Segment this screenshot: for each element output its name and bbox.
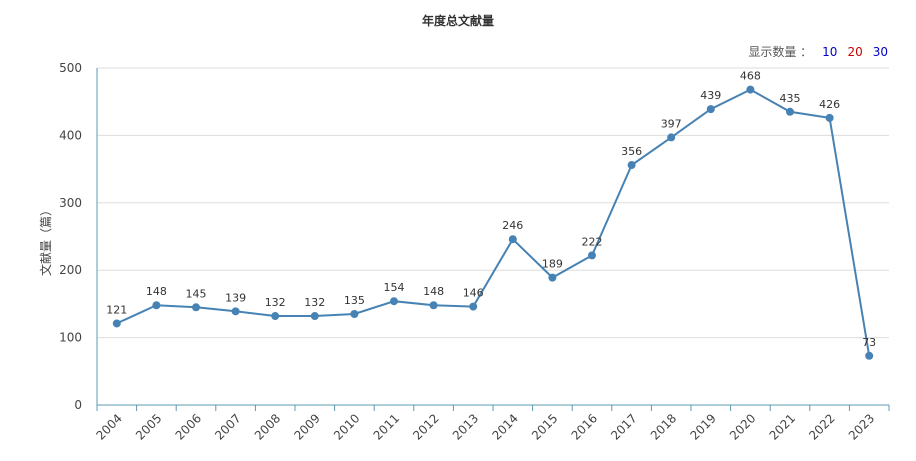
x-tick-label: 2019 (687, 411, 718, 442)
display-count-label: 显示数量 ： (748, 45, 813, 59)
data-point[interactable] (508, 235, 517, 244)
data-label: 145 (186, 287, 207, 300)
data-point[interactable] (706, 105, 715, 114)
x-tick-label: 2014 (489, 411, 520, 442)
data-point[interactable] (429, 301, 438, 310)
y-tick-label: 100 (59, 331, 82, 345)
data-label: 468 (740, 70, 761, 83)
data-point[interactable] (667, 133, 676, 142)
display-count-option-30[interactable]: 30 (872, 44, 888, 59)
display-count-option-20[interactable]: 20 (847, 44, 863, 59)
y-tick-label: 500 (59, 61, 82, 75)
x-tick-label: 2020 (727, 411, 758, 442)
x-tick-label: 2023 (846, 411, 877, 442)
data-label: 154 (384, 281, 405, 294)
data-point[interactable] (192, 303, 200, 312)
y-tick-label: 400 (59, 128, 82, 142)
data-point[interactable] (786, 107, 794, 116)
data-label: 435 (780, 92, 801, 105)
display-count-option-10[interactable]: 10 (822, 44, 838, 59)
chart-title: 年度总文献量 (421, 14, 494, 28)
data-label: 439 (700, 89, 721, 102)
x-tick-label: 2006 (173, 411, 204, 442)
x-tick-label: 2007 (212, 411, 243, 442)
axes (96, 68, 890, 411)
x-tick-label: 2005 (133, 411, 164, 442)
x-tick-label: 2011 (371, 411, 402, 442)
x-tick-label: 2004 (93, 411, 124, 442)
y-tick-label: 200 (59, 263, 82, 277)
y-axis-title: 文献量（篇） (38, 204, 53, 276)
data-label: 148 (423, 285, 444, 298)
x-tick-label: 2022 (806, 411, 837, 442)
data-point[interactable] (746, 85, 755, 94)
data-point[interactable] (390, 297, 398, 306)
data-point[interactable] (469, 302, 478, 311)
data-point[interactable] (627, 161, 636, 170)
display-count-control: 显示数量 ： 10 20 30 (748, 43, 888, 60)
x-tick-label: 2009 (291, 411, 322, 442)
data-label: 135 (344, 294, 365, 307)
series-line (116, 88, 871, 356)
y-tick-label: 0 (74, 398, 82, 412)
data-label: 132 (265, 296, 286, 309)
data-label: 132 (304, 296, 325, 309)
data-label: 146 (463, 287, 484, 300)
data-point[interactable] (310, 312, 319, 321)
data-point[interactable] (825, 113, 834, 122)
x-tick-label: 2017 (608, 411, 639, 442)
data-point[interactable] (112, 319, 121, 328)
x-tick-label: 2013 (450, 411, 481, 442)
data-label: 222 (582, 235, 603, 248)
data-label: 426 (819, 98, 840, 111)
data-point[interactable] (548, 273, 557, 282)
data-point[interactable] (152, 301, 161, 310)
data-label: 397 (661, 117, 682, 130)
data-point[interactable] (865, 351, 874, 360)
data-label: 356 (621, 145, 642, 158)
x-tick-label: 2021 (767, 411, 798, 442)
x-tick-label: 2015 (529, 411, 560, 442)
x-tick-label: 2012 (410, 411, 441, 442)
data-point[interactable] (350, 310, 359, 319)
data-label: 73 (862, 336, 876, 349)
x-axis-tick-labels: 2004 2005 2006 2007 2008 2009 2010 2011 2012 2013… (93, 411, 877, 442)
y-axis-tick-labels: 0 100 200 300 400 500 (59, 61, 82, 412)
data-label: 246 (502, 219, 523, 232)
data-point[interactable] (271, 312, 280, 321)
x-tick-label: 2018 (648, 411, 679, 442)
x-tick-label: 2016 (569, 411, 600, 442)
data-points (112, 85, 874, 360)
data-label: 189 (542, 258, 563, 271)
x-tick-label: 2010 (331, 411, 362, 442)
y-tick-label: 300 (59, 196, 82, 210)
data-label: 139 (225, 291, 246, 304)
x-tick-label: 2008 (252, 411, 283, 442)
data-label: 121 (106, 303, 127, 316)
data-point[interactable] (231, 307, 240, 316)
data-label: 148 (146, 285, 167, 298)
data-labels: 121 148 145 139 132 132 135 154 148 146 246 189 222 3… (106, 70, 876, 349)
grid-lines (97, 67, 889, 339)
data-point[interactable] (588, 251, 596, 260)
